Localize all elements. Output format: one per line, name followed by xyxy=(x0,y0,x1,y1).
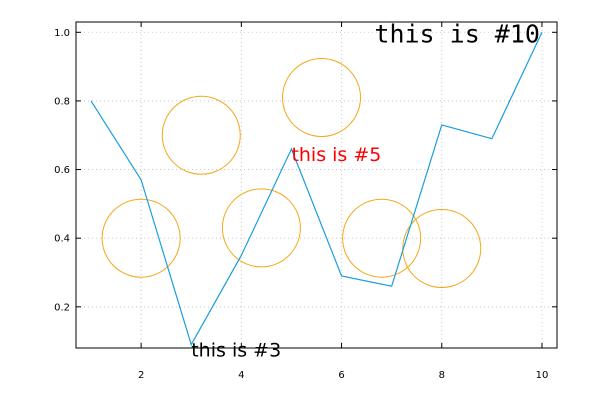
x-tick-label: 2 xyxy=(138,370,144,381)
circle-marker xyxy=(161,95,241,175)
circle-marker xyxy=(282,57,362,137)
x-tick-label: 4 xyxy=(238,370,244,381)
circle-marker xyxy=(101,198,181,278)
x-tick-label: 10 xyxy=(536,370,549,381)
circle-marker xyxy=(342,198,422,278)
y-tick-label: 0.8 xyxy=(54,96,70,107)
annotation-label-10: this is #10 xyxy=(374,19,540,48)
y-tick-label: 0.4 xyxy=(54,234,70,245)
annotation-label-3: this is #3 xyxy=(191,340,281,362)
grid xyxy=(76,22,557,348)
y-tick-label: 0.2 xyxy=(54,302,70,313)
line-series xyxy=(90,32,543,347)
annotations: this is #3 this is #5 this is #10 xyxy=(191,19,540,361)
annotation-label-5: this is #5 xyxy=(291,144,381,166)
axis-frame xyxy=(75,21,558,349)
series-line xyxy=(90,32,543,347)
x-tick-label: 6 xyxy=(338,370,344,381)
x-tick-label: 8 xyxy=(439,370,445,381)
tick-labels: 2 4 6 8 10 0.2 0.4 0.6 0.8 1.0 xyxy=(54,28,548,381)
ticks xyxy=(76,22,557,348)
circle-marker xyxy=(221,188,301,268)
y-tick-label: 1.0 xyxy=(54,28,70,39)
y-tick-label: 0.6 xyxy=(54,165,70,176)
